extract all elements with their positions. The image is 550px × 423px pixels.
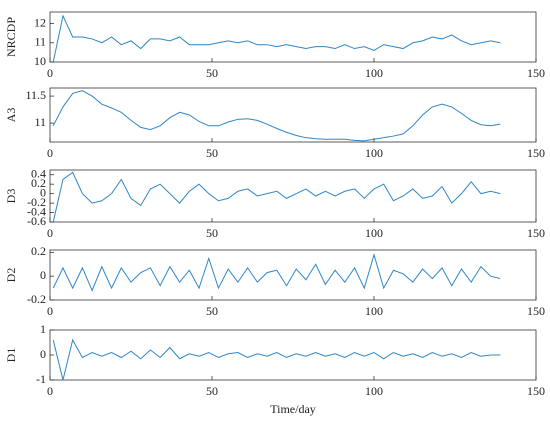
y-tick-label: 0: [40, 268, 46, 282]
plot-frame: [49, 11, 537, 63]
y-tick-label: 12: [34, 15, 46, 29]
y-tick-label: 0: [40, 347, 46, 361]
y-tick-label: 0.2: [31, 244, 46, 258]
y-axis-label: D3: [4, 189, 18, 204]
x-tick-label: 50: [206, 226, 218, 240]
plot-frame: [49, 87, 537, 143]
x-tick-label: 0: [47, 304, 53, 318]
y-tick-label: 0: [40, 185, 46, 199]
data-line: [52, 14, 501, 63]
x-tick-label: 50: [206, 384, 218, 398]
x-tick-label: 50: [206, 304, 218, 318]
plot-frame: [49, 249, 537, 301]
x-tick-label: 0: [47, 146, 53, 160]
x-tick-label: 100: [365, 226, 383, 240]
x-tick-label: 150: [527, 226, 545, 240]
plot-frame: [49, 169, 537, 223]
x-tick-label: 0: [47, 66, 53, 80]
y-tick-label: 0.4: [31, 166, 46, 180]
x-tick-label: 50: [206, 66, 218, 80]
x-tick-label: 150: [527, 384, 545, 398]
y-tick-label: 0.2: [31, 176, 46, 190]
y-tick-label: -0.2: [27, 292, 46, 306]
y-tick-label: 10: [34, 54, 46, 68]
y-tick-label: 11.5: [25, 88, 46, 102]
data-line: [52, 252, 501, 292]
x-axis-label: Time/day: [270, 402, 316, 416]
y-tick-label: 11: [34, 35, 46, 49]
data-line: [52, 338, 501, 381]
y-axis-label: NRCDP: [4, 17, 18, 57]
y-axis-label: D1: [4, 348, 18, 363]
y-axis-label: A3: [4, 108, 18, 123]
y-tick-label: 11: [34, 115, 46, 129]
y-axis-label: D2: [4, 268, 18, 283]
x-tick-label: 100: [365, 304, 383, 318]
x-tick-label: 150: [527, 304, 545, 318]
data-line: [52, 171, 501, 223]
x-tick-label: 150: [527, 146, 545, 160]
y-tick-label: -0.4: [27, 204, 46, 218]
x-tick-label: 100: [365, 146, 383, 160]
y-tick-label: -1: [36, 372, 46, 386]
x-tick-label: 150: [527, 66, 545, 80]
x-tick-label: 50: [206, 146, 218, 160]
x-tick-label: 100: [365, 66, 383, 80]
y-tick-label: 1: [40, 322, 46, 336]
x-tick-label: 100: [365, 384, 383, 398]
y-tick-label: -0.2: [27, 195, 46, 209]
x-tick-label: 0: [47, 226, 53, 240]
y-tick-label: -0.6: [27, 214, 46, 228]
x-tick-label: 0: [47, 384, 53, 398]
data-line: [52, 90, 501, 142]
